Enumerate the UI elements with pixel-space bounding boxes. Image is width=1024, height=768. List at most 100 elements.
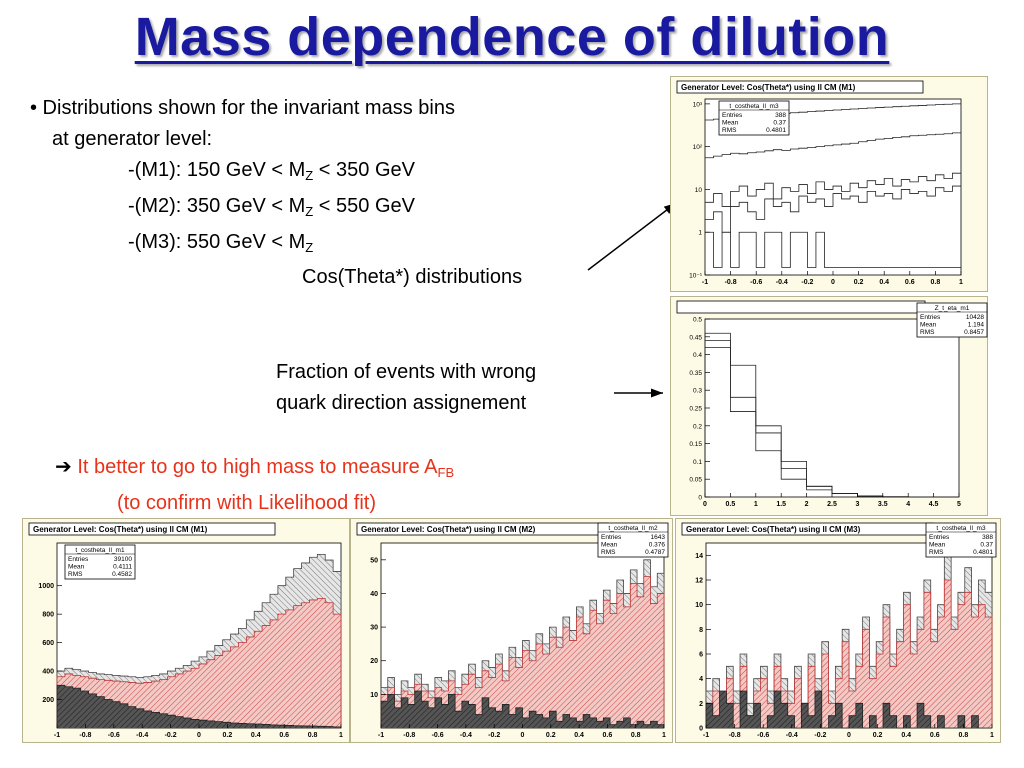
plot-m2-svg: Generator Level: Cos(Theta*) using ll CM… (356, 522, 669, 739)
conclusion: ➔ It better to go to high mass to measur… (55, 452, 454, 519)
conclusion-text: It better to go to high mass to measure … (71, 456, 438, 478)
costheta-label: Cos(Theta*) distributions (302, 266, 523, 288)
x-tick-label: 2 (805, 501, 809, 508)
stats-label: Entries (601, 534, 622, 541)
m2-prefix: -(M2): 350 GeV < M (128, 195, 306, 217)
y-tick-label: 0.4 (693, 352, 702, 359)
x-tick-label: -0.4 (136, 732, 148, 739)
stats-label: Entries (920, 314, 941, 321)
arrow-icon: ➔ (55, 456, 72, 478)
y-tick-label: 2 (699, 701, 703, 708)
y-tick-label: 12 (695, 578, 703, 585)
x-tick-label: 0.6 (603, 732, 613, 739)
series-3-histogram (56, 684, 342, 728)
x-tick-label: 0.6 (905, 279, 915, 286)
plot-title: Generator Level: Cos(Theta*) using ll CM… (681, 83, 856, 92)
stats-value: 0.37 (773, 120, 786, 127)
y-tick-label: 0 (698, 495, 702, 502)
stats-value: 388 (982, 534, 993, 541)
y-tick-label: 0.05 (689, 477, 702, 484)
y-tick-label: 0.1 (693, 459, 702, 466)
y-tick-label: 10 (370, 692, 378, 699)
x-tick-label: 0.2 (854, 279, 864, 286)
x-tick-label: 5 (957, 501, 961, 508)
x-tick-label: -0.6 (750, 279, 762, 286)
stats-value: 0.376 (649, 542, 666, 549)
stats-value: 10428 (966, 314, 984, 321)
stats-value: 0.4801 (973, 549, 993, 556)
plot-m1-svg: Generator Level: Cos(Theta*) using ll CM… (28, 522, 343, 739)
plot-top-log: Generator Level: Cos(Theta*) using ll CM… (670, 76, 988, 292)
bullet-line-1: • Distributions shown for the invariant … (30, 97, 455, 119)
stats-box (597, 522, 669, 558)
stats-value: 0.4111 (113, 564, 132, 571)
y-tick-label: 600 (42, 640, 54, 647)
stats-label: RMS (920, 329, 935, 336)
m1-subscript: Z (305, 168, 314, 183)
y-tick-label: 0.5 (693, 317, 702, 324)
x-tick-label: 0.8 (308, 732, 318, 739)
y-tick-label: 30 (370, 625, 378, 632)
fraction-label-line-2: quark direction assignement (276, 392, 527, 414)
x-tick-label: 1.5 (776, 501, 786, 508)
series-4-line (705, 185, 961, 233)
x-tick-label: -0.8 (403, 732, 415, 739)
x-tick-label: 1 (662, 732, 666, 739)
conclusion-line-2: (to confirm with Likelihood fit) (117, 492, 376, 514)
x-tick-label: 2.5 (827, 501, 837, 508)
x-tick-label: 0 (847, 732, 851, 739)
m3-subscript: Z (305, 240, 314, 255)
x-tick-label: 1 (754, 501, 758, 508)
stats-label: Entries (68, 556, 89, 563)
x-tick-label: 4.5 (929, 501, 939, 508)
x-tick-label: 1 (339, 732, 343, 739)
stats-value: 1.194 (968, 322, 985, 329)
stats-value: 0.4787 (645, 549, 665, 556)
x-tick-label: 3 (855, 501, 859, 508)
series-3-line (705, 172, 961, 207)
m3-prefix: -(M3): 550 GeV < M (128, 231, 306, 253)
stats-value: 0.4582 (112, 571, 132, 578)
y-tick-label: 0.45 (689, 334, 702, 341)
plot-title: Generator Level: Cos(Theta*) using ll CM… (33, 525, 208, 534)
y-tick-label: 10² (693, 144, 703, 151)
y-tick-label: 800 (42, 612, 54, 619)
stats-label: RMS (68, 571, 83, 578)
stats-value: 388 (775, 112, 786, 119)
series-5-line (705, 231, 961, 268)
y-tick-label: 10⁻¹ (689, 273, 703, 280)
stats-label: Entries (722, 112, 743, 119)
x-tick-label: -0.8 (729, 732, 741, 739)
x-tick-label: 0.6 (279, 732, 289, 739)
y-tick-label: 0.15 (689, 441, 702, 448)
plot-area (704, 318, 960, 498)
series-2-histogram (56, 598, 342, 728)
stats-box (916, 302, 988, 338)
y-tick-label: 8 (699, 627, 703, 634)
stats-value: 0.8457 (964, 329, 984, 336)
plot-fraction-svg: 0.5 0.45 0.4 0.35 0.3 0.25 0.2 0.15 0.1 0.05 00 0.5… (676, 300, 988, 508)
x-tick-label: 0 (521, 732, 525, 739)
stats-label: RMS (929, 549, 944, 556)
stats-name: t_costheta_ll_m1 (75, 547, 125, 554)
m2-suffix: < 550 GeV (313, 195, 415, 217)
plot-title-box (676, 300, 926, 314)
x-tick-label: 4 (906, 501, 910, 508)
y-tick-label: 1000 (38, 583, 54, 590)
plot-title-box (676, 80, 924, 94)
plot-title: Generator Level: Cos(Theta*) using ll CM… (361, 525, 536, 534)
plot-m1: Generator Level: Cos(Theta*) using ll CM… (22, 518, 350, 743)
stats-box (64, 544, 136, 580)
plot-title: Generator Level: Cos(Theta*) using ll CM… (686, 525, 861, 534)
y-tick-label: 0.3 (693, 388, 702, 395)
mass-bin-m1: -(M1): 150 GeV < MZ < 350 GeV (30, 155, 455, 191)
x-tick-label: -0.8 (725, 279, 737, 286)
y-tick-label: 14 (695, 553, 703, 560)
y-tick-label: 40 (370, 591, 378, 598)
plot-title-box (28, 522, 276, 536)
y-tick-label: 4 (699, 676, 703, 683)
stats-label: Mean (722, 120, 739, 127)
x-tick-label: -0.2 (165, 732, 177, 739)
y-tick-label: 20 (370, 658, 378, 665)
y-tick-label: 50 (370, 557, 378, 564)
